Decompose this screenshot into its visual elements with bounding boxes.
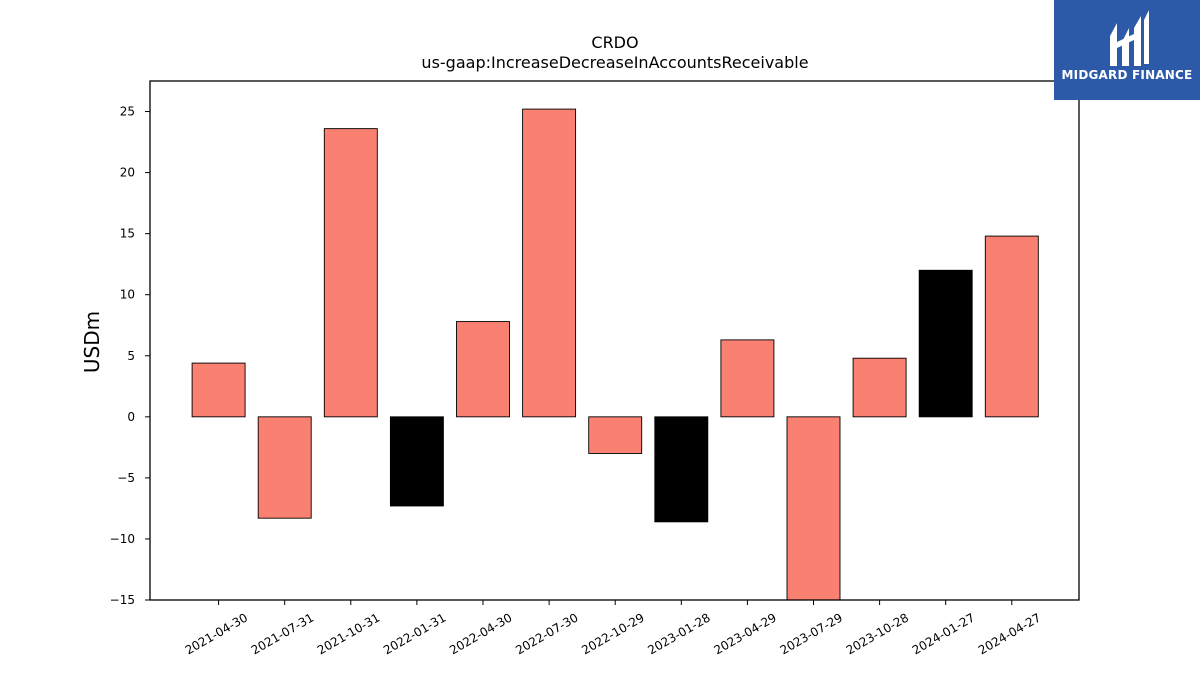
- midgard-logo-icon: [1110, 10, 1149, 66]
- bar-2021-10-31: [323, 128, 378, 418]
- x-tick-label: 2023-01-28: [645, 610, 712, 657]
- x-tick-label: 2023-04-29: [711, 610, 778, 657]
- bar-2024-01-27: [918, 269, 973, 418]
- bar-2021-04-30: [191, 362, 246, 418]
- brand-logo: MIDGARD FINANCE: [1054, 0, 1200, 100]
- x-tick-label: 2021-07-31: [249, 610, 316, 657]
- x-tick-label: 2022-07-30: [513, 610, 580, 657]
- chart-subtitle: us-gaap:IncreaseDecreaseInAccountsReceiv…: [421, 53, 808, 72]
- x-tick-label: 2021-04-30: [183, 610, 250, 657]
- bar-2022-04-30: [456, 321, 510, 418]
- bar-2021-07-31: [257, 416, 312, 519]
- bar-2022-10-29: [588, 416, 643, 454]
- y-axis-ticks: −15 −10 −5 0 5 10 15 20 25: [110, 105, 150, 607]
- y-axis-label: USDm: [80, 311, 104, 373]
- y-tick-label: 0: [127, 410, 135, 424]
- y-tick-label: −15: [110, 593, 135, 607]
- bar-2022-07-30: [522, 108, 577, 418]
- bar-2023-01-28: [654, 416, 709, 523]
- y-tick-label: −5: [117, 471, 135, 485]
- y-tick-label: −10: [110, 532, 135, 546]
- x-tick-label: 2024-04-27: [976, 610, 1043, 657]
- y-tick-label: 20: [120, 166, 135, 180]
- x-tick-label: 2022-10-29: [579, 610, 646, 657]
- bar-2023-07-29: [786, 416, 841, 601]
- x-tick-label: 2024-01-27: [910, 610, 977, 657]
- x-tick-label: 2023-07-29: [778, 610, 845, 657]
- bar-2023-04-29: [720, 339, 775, 418]
- bars-group: [191, 108, 1039, 601]
- x-axis-ticks: 2021-04-302021-07-312021-10-312022-01-31…: [183, 600, 1043, 657]
- chart-title: CRDO: [591, 33, 638, 52]
- bar-2024-04-27: [984, 235, 1039, 418]
- y-tick-label: 25: [120, 105, 135, 119]
- bar-2023-10-28: [852, 357, 907, 418]
- logo-text: MIDGARD FINANCE: [1061, 68, 1193, 82]
- plot-frame: [149, 80, 1080, 601]
- y-tick-label: 10: [120, 288, 135, 302]
- x-tick-label: 2022-04-30: [447, 610, 514, 657]
- x-tick-label: 2021-10-31: [315, 610, 382, 657]
- x-tick-label: 2022-01-31: [381, 610, 448, 657]
- x-tick-label: 2023-10-28: [844, 610, 911, 657]
- bar-2022-01-31: [389, 416, 444, 507]
- y-tick-label: 5: [127, 349, 135, 363]
- y-tick-label: 15: [120, 227, 135, 241]
